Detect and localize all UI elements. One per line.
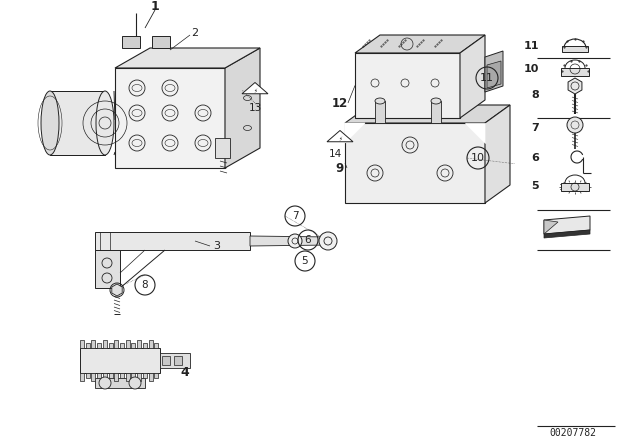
Polygon shape — [225, 48, 260, 168]
Polygon shape — [561, 183, 589, 191]
Text: 3: 3 — [214, 241, 221, 251]
Text: 7: 7 — [292, 211, 298, 221]
Polygon shape — [544, 216, 590, 234]
Text: ⚡: ⚡ — [338, 137, 342, 142]
Circle shape — [99, 377, 111, 389]
Text: 6: 6 — [305, 235, 311, 245]
Polygon shape — [148, 340, 152, 348]
Polygon shape — [460, 35, 485, 118]
Polygon shape — [137, 373, 141, 381]
Text: 13: 13 — [248, 103, 262, 113]
Polygon shape — [115, 68, 225, 168]
Polygon shape — [327, 130, 353, 142]
Polygon shape — [50, 91, 105, 155]
Polygon shape — [95, 378, 145, 388]
Text: 11: 11 — [524, 41, 539, 51]
Polygon shape — [215, 138, 230, 158]
Text: 10: 10 — [524, 64, 539, 74]
Polygon shape — [154, 373, 158, 378]
Polygon shape — [345, 123, 365, 143]
Polygon shape — [86, 343, 90, 348]
Polygon shape — [465, 123, 485, 143]
Polygon shape — [431, 101, 441, 123]
Polygon shape — [485, 51, 503, 92]
Polygon shape — [148, 373, 152, 381]
Polygon shape — [120, 343, 124, 348]
Polygon shape — [250, 236, 330, 246]
Text: 14: 14 — [328, 149, 342, 159]
Text: ⚡: ⚡ — [253, 89, 257, 94]
Polygon shape — [345, 105, 510, 123]
Polygon shape — [103, 373, 107, 381]
Ellipse shape — [41, 91, 59, 155]
Polygon shape — [80, 373, 84, 381]
Polygon shape — [355, 35, 485, 53]
Polygon shape — [174, 356, 182, 365]
Polygon shape — [115, 48, 260, 68]
Text: 9: 9 — [336, 161, 344, 175]
Circle shape — [288, 234, 302, 248]
Text: 8: 8 — [531, 90, 539, 100]
Circle shape — [129, 377, 141, 389]
Text: 6: 6 — [531, 153, 539, 163]
Polygon shape — [143, 343, 147, 348]
Text: 2: 2 — [191, 28, 198, 38]
Ellipse shape — [96, 91, 114, 155]
Polygon shape — [131, 343, 136, 348]
Polygon shape — [122, 36, 140, 48]
Polygon shape — [137, 340, 141, 348]
Polygon shape — [103, 340, 107, 348]
Polygon shape — [561, 68, 589, 76]
Polygon shape — [95, 250, 120, 288]
Polygon shape — [152, 36, 170, 48]
Polygon shape — [375, 101, 385, 123]
Text: 7: 7 — [531, 123, 539, 133]
Polygon shape — [125, 373, 130, 381]
Text: 11: 11 — [480, 73, 494, 83]
Polygon shape — [95, 232, 250, 250]
Polygon shape — [345, 123, 485, 203]
Polygon shape — [92, 340, 95, 348]
Text: 8: 8 — [141, 280, 148, 290]
Ellipse shape — [375, 98, 385, 104]
Polygon shape — [86, 373, 90, 378]
Text: 1: 1 — [150, 0, 159, 13]
Polygon shape — [125, 340, 130, 348]
Polygon shape — [97, 343, 101, 348]
Polygon shape — [80, 348, 160, 373]
Polygon shape — [562, 46, 588, 52]
Polygon shape — [115, 340, 118, 348]
Polygon shape — [160, 353, 190, 368]
Polygon shape — [485, 105, 510, 203]
Polygon shape — [80, 340, 84, 348]
Polygon shape — [131, 373, 136, 378]
Polygon shape — [115, 373, 118, 381]
Polygon shape — [544, 220, 558, 234]
Polygon shape — [120, 373, 124, 378]
Text: 4: 4 — [180, 366, 189, 379]
Polygon shape — [143, 373, 147, 378]
Polygon shape — [154, 343, 158, 348]
Circle shape — [319, 232, 337, 250]
Polygon shape — [162, 356, 170, 365]
Polygon shape — [92, 373, 95, 381]
Circle shape — [567, 117, 583, 133]
Text: 00207782: 00207782 — [550, 428, 596, 438]
Text: 10: 10 — [471, 153, 485, 163]
Polygon shape — [109, 373, 113, 378]
Text: 5: 5 — [301, 256, 308, 266]
Polygon shape — [97, 373, 101, 378]
Polygon shape — [487, 61, 501, 88]
Polygon shape — [355, 53, 460, 118]
Text: 5: 5 — [531, 181, 539, 191]
Polygon shape — [544, 230, 590, 238]
Ellipse shape — [431, 98, 441, 104]
Text: 12: 12 — [332, 96, 348, 109]
Polygon shape — [242, 82, 268, 94]
Polygon shape — [109, 343, 113, 348]
